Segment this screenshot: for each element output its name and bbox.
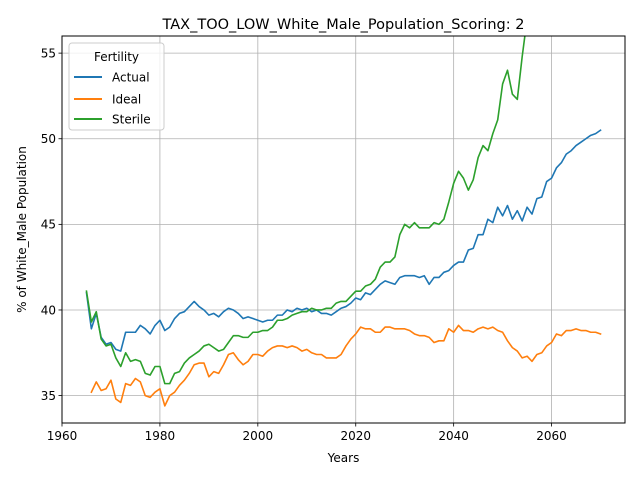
series-line-ideal <box>90 324 602 407</box>
y-tick-label: 40 <box>41 303 56 317</box>
axis-ticks: 1960 1980 2000 2020 2040 2060 35 40 45 50 55 <box>41 46 567 443</box>
y-tick-label: 50 <box>41 132 56 146</box>
x-tick-label: 2000 <box>243 429 274 443</box>
y-axis-label: % of White_Male Population <box>15 146 29 313</box>
series-line-sterile <box>85 36 526 385</box>
x-tick-label: 1960 <box>47 429 78 443</box>
x-axis-label: Years <box>327 451 360 465</box>
y-tick-label: 55 <box>41 46 56 60</box>
legend-box <box>68 42 165 131</box>
data-series <box>85 36 602 407</box>
y-tick-label: 45 <box>41 218 56 232</box>
y-tick-label: 35 <box>41 389 56 403</box>
legend-title: Fertility <box>94 50 139 64</box>
series-line-actual <box>85 129 602 352</box>
legend-label-sterile: Sterile <box>112 113 151 127</box>
chart-title: TAX_TOO_LOW_White_Male_Population_Scorin… <box>162 17 525 33</box>
x-tick-label: 1980 <box>145 429 176 443</box>
legend: Fertility Actual Ideal Sterile <box>68 42 165 131</box>
grid-lines <box>61 36 625 423</box>
plot-area-frame <box>61 35 626 424</box>
legend-label-actual: Actual <box>112 71 150 85</box>
legend-label-ideal: Ideal <box>112 93 141 107</box>
x-tick-label: 2060 <box>536 429 567 443</box>
x-tick-label: 2040 <box>438 429 469 443</box>
x-tick-label: 2020 <box>340 429 371 443</box>
